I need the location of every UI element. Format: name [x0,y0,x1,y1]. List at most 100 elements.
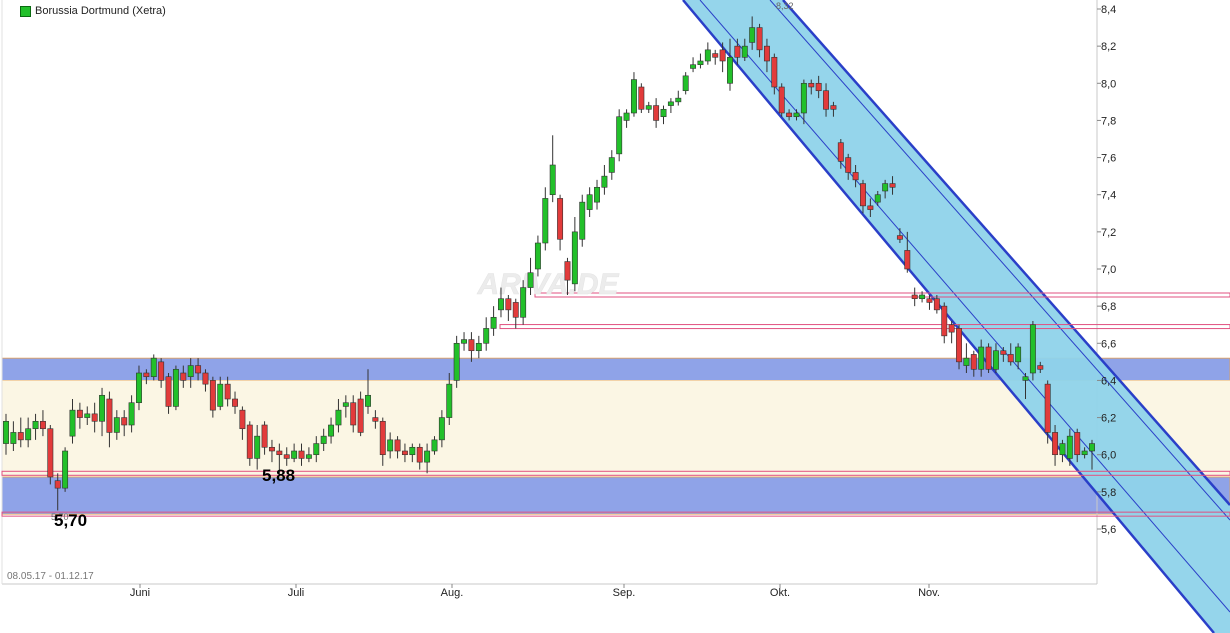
candle [209,376,216,418]
candle [616,109,623,162]
candle [401,443,408,463]
candle-body [860,183,866,207]
candle-body [461,339,468,344]
candle-body [416,446,423,463]
candle-body [734,45,741,58]
downtrend-channel [682,0,1230,633]
candle-body [542,198,549,244]
candle [867,198,874,217]
watermark: ARIVA.DE [476,268,619,301]
candle-body [99,394,106,422]
candle-body [187,365,194,378]
hline-0 [534,292,1230,298]
candle [320,428,327,451]
candle-body [10,432,17,444]
candle-body [904,250,911,270]
candle-body [246,424,253,459]
candle [586,187,593,217]
candle [667,98,674,113]
candle [564,257,571,295]
candle-body [76,409,83,418]
y-tick-label: 8,2 [1101,41,1116,53]
candle [860,179,866,214]
candle-body [498,298,504,311]
candle [638,83,645,113]
candle [520,280,527,325]
candle-body [47,428,54,478]
candle [62,447,69,492]
candle [771,53,778,95]
candle-body [882,183,889,192]
candle-body [653,105,660,121]
candle [424,443,431,474]
candle [39,410,46,437]
candle-body [350,402,357,426]
candle [919,291,926,303]
candle [963,343,970,373]
legend-swatch [20,5,31,17]
candle-body [867,205,874,210]
y-tick-label: 6,6 [1101,338,1116,350]
candle-body [224,383,231,400]
candle-body [217,383,224,407]
candle [438,410,445,448]
candle [461,332,468,351]
candle-body [150,357,157,378]
candle-body [682,75,689,92]
candle-body [136,372,142,404]
candle-body [365,394,371,407]
candle-body [549,164,556,196]
candle-body [305,454,312,459]
candle-body [39,420,46,430]
candle [704,42,711,65]
candle [852,165,859,188]
candle-body [601,175,608,188]
y-tick-label: 6,8 [1101,301,1116,313]
candle-body [889,183,896,188]
candle-body [941,305,948,337]
candle [121,410,128,437]
candle-body [557,198,564,240]
candle [1052,425,1059,466]
candle-body [254,435,261,459]
candle-body [948,324,955,333]
candle-body [69,409,76,437]
candle [719,42,726,73]
candle-body [571,231,578,285]
candle [837,139,844,169]
candle [505,295,512,321]
candle [328,417,335,444]
candle-body [675,97,682,103]
candle-body [800,82,807,114]
candle [84,406,91,425]
candle-body [342,402,349,407]
candle [815,75,822,99]
candle-body [749,27,756,43]
candle-body [808,82,815,88]
candle [645,101,652,113]
candle [187,358,194,388]
channel-upper-line [782,0,1230,506]
candle-body [763,45,770,62]
candle-body [505,298,512,311]
candle-body [431,439,438,452]
candle-body [438,417,445,441]
candle [313,436,320,463]
candle-body [712,53,719,58]
y-tick-label: 5,8 [1101,487,1116,499]
candle-body [520,287,527,318]
channel-lower-inner-line [699,0,1230,613]
candle [394,436,401,459]
y-tick-label: 8,0 [1101,78,1116,90]
candle-body [143,372,150,378]
candle-body [608,157,615,173]
candle [202,369,209,392]
candle [387,432,394,459]
candle [165,373,172,414]
candle-body [298,450,305,459]
candle-body [786,112,793,118]
y-tick-label: 7,0 [1101,264,1116,276]
x-tick-label: Aug. [441,587,464,599]
candle-body [165,376,172,407]
candle [1066,428,1073,466]
